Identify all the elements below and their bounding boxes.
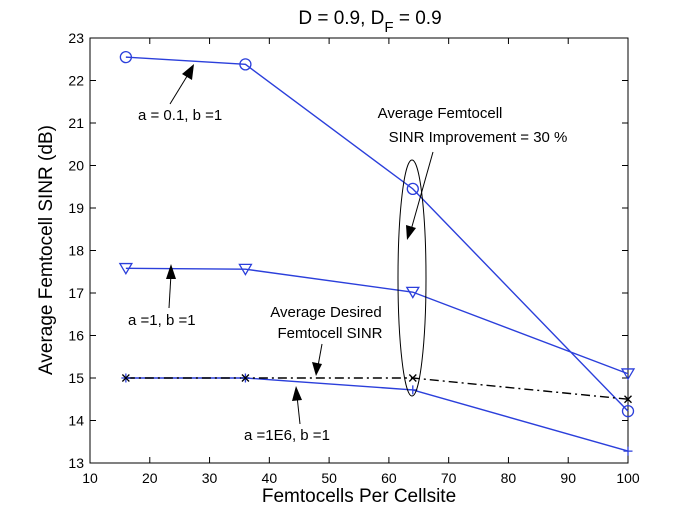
y-tick-label: 13	[68, 455, 84, 471]
chart-title-subscript: F	[384, 19, 393, 36]
x-tick-label: 60	[381, 470, 397, 486]
annotation-desired-line2: Femtocell SINR	[277, 325, 382, 342]
series-2-marker	[405, 286, 420, 299]
annotation-a1-b1: a =1, b =1	[128, 312, 196, 329]
annotation-improvement-line2: SINR Improvement = 30 %	[389, 129, 568, 146]
x-tick-label: 50	[321, 470, 337, 486]
x-tick-label: 90	[560, 470, 576, 486]
series-2-marker	[238, 263, 253, 276]
series-4-marker	[408, 374, 417, 382]
improvement-ellipse	[397, 159, 427, 397]
y-tick-label: 21	[68, 115, 84, 131]
x-tick-label: 80	[501, 470, 517, 486]
annotation-a1e6-b1: a =1E6, b =1	[244, 427, 330, 444]
y-tick-label: 17	[68, 285, 84, 301]
arrow-improvement	[406, 151, 434, 240]
series-1-marker	[239, 58, 252, 71]
x-tick-label: 100	[616, 470, 640, 486]
series-line-2	[125, 267, 629, 375]
x-tick-label: 30	[202, 470, 218, 486]
x-tick-label: 20	[142, 470, 158, 486]
y-tick-label: 22	[68, 73, 84, 89]
x-axis-label: Femtocells Per Cellsite	[262, 486, 456, 507]
y-tick-label: 16	[68, 328, 84, 344]
axis-ticks	[89, 37, 629, 464]
series-4-marker	[121, 374, 130, 382]
y-tick-label: 20	[68, 158, 84, 174]
arrow-desired	[312, 343, 323, 376]
y-tick-label: 15	[68, 370, 84, 386]
y-tick-label: 19	[68, 200, 84, 216]
x-tick-label: 10	[82, 470, 98, 486]
annotation-improvement-line1: Average Femtocell	[378, 105, 503, 122]
series-1-marker	[621, 404, 635, 418]
series-1-marker	[119, 50, 133, 64]
series-4-marker	[241, 374, 250, 382]
arrow-a1-b1	[166, 264, 176, 309]
y-tick-label: 18	[68, 243, 84, 259]
series-2-marker	[620, 368, 636, 381]
series-line-4	[125, 377, 629, 400]
tick-labels: 10 20 30 40 50 60 70 80 90 100 13 14 15 16 17 18 19 20 21 2…	[68, 30, 639, 486]
series-2-marker	[118, 262, 134, 276]
annotation-a01-b1: a = 0.1, b =1	[138, 107, 222, 124]
chart-title-suffix: = 0.9	[394, 8, 442, 29]
series-4-marker	[624, 395, 632, 404]
arrow-a01-b1	[169, 64, 194, 105]
x-tick-label: 40	[262, 470, 278, 486]
x-tick-label: 70	[441, 470, 457, 486]
series-line-1	[125, 56, 629, 412]
annotation-arrows	[166, 64, 434, 425]
y-tick-label: 23	[68, 30, 84, 46]
chart-title: D = 0.9, DF = 0.9	[298, 8, 441, 36]
series-lines	[125, 56, 629, 452]
arrow-a1e6-b1	[292, 386, 302, 425]
y-tick-label: 14	[68, 413, 84, 429]
series-markers	[118, 50, 636, 456]
series-1-marker	[406, 182, 419, 196]
annotation-desired-line1: Average Desired	[270, 304, 381, 321]
series-3-marker	[623, 446, 633, 456]
series-3-marker	[408, 385, 418, 395]
y-axis-label: Average Femtocell SINR (dB)	[36, 125, 57, 375]
